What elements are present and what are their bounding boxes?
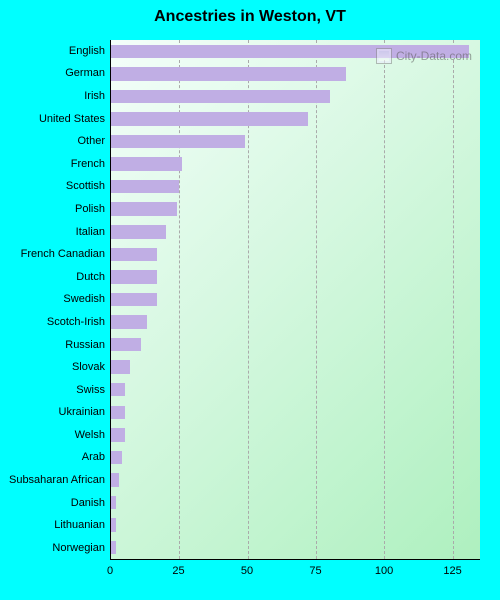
watermark-text: City-Data.com: [396, 49, 472, 63]
bar: [111, 496, 116, 510]
bar-row: [111, 198, 480, 221]
bar-row: [111, 243, 480, 266]
bar-row: [111, 536, 480, 559]
bar: [111, 473, 119, 487]
bar-row: [111, 221, 480, 244]
y-axis-label: Scotch-Irish: [0, 317, 105, 328]
bar-row: [111, 469, 480, 492]
bar-row: [111, 356, 480, 379]
y-axis-label: Other: [0, 136, 105, 147]
y-axis-label: Danish: [0, 498, 105, 509]
y-axis-label: Irish: [0, 91, 105, 102]
bar: [111, 90, 330, 104]
bars-group: [111, 40, 480, 559]
y-axis-label: German: [0, 68, 105, 79]
bar: [111, 180, 179, 194]
x-axis-tick-label: 25: [172, 565, 184, 577]
bar-row: [111, 424, 480, 447]
bar: [111, 406, 125, 420]
y-axis-label: Swedish: [0, 294, 105, 305]
bar: [111, 157, 182, 171]
watermark: City-Data.com: [376, 48, 472, 64]
y-axis-label: Dutch: [0, 272, 105, 283]
bar-row: [111, 378, 480, 401]
bar-row: [111, 130, 480, 153]
y-axis-label: Subsaharan African: [0, 475, 105, 486]
bar: [111, 293, 157, 307]
bar-row: [111, 514, 480, 537]
bar-row: [111, 175, 480, 198]
bar-row: [111, 108, 480, 131]
bar-row: [111, 288, 480, 311]
bar-row: [111, 63, 480, 86]
bar: [111, 248, 157, 262]
y-axis-label: Slovak: [0, 362, 105, 373]
y-axis-label: Norwegian: [0, 543, 105, 554]
y-axis-label: Swiss: [0, 385, 105, 396]
bar-row: [111, 401, 480, 424]
x-axis-tick-label: 50: [241, 565, 253, 577]
bar-row: [111, 491, 480, 514]
y-axis-label: Ukrainian: [0, 407, 105, 418]
bar: [111, 541, 116, 555]
bar: [111, 202, 177, 216]
y-axis-label: English: [0, 46, 105, 57]
bar: [111, 270, 157, 284]
y-axis-label: United States: [0, 114, 105, 125]
bar: [111, 451, 122, 465]
bar-row: [111, 266, 480, 289]
x-axis-tick-label: 125: [443, 565, 461, 577]
y-axis-label: French: [0, 159, 105, 170]
bar: [111, 338, 141, 352]
bar: [111, 315, 147, 329]
chart-container: Ancestries in Weston, VT English German Iri…: [0, 0, 500, 600]
bar-row: [111, 85, 480, 108]
bar-row: [111, 446, 480, 469]
y-axis-label: Welsh: [0, 430, 105, 441]
y-axis-label: French Canadian: [0, 249, 105, 260]
x-axis-tick-label: 100: [375, 565, 393, 577]
bar: [111, 67, 346, 81]
y-axis-label: Italian: [0, 227, 105, 238]
plot-area: [110, 40, 480, 560]
bar: [111, 518, 116, 532]
bar: [111, 225, 166, 239]
chart-title: Ancestries in Weston, VT: [0, 8, 500, 32]
watermark-logo-icon: [376, 48, 392, 64]
y-axis-label: Scottish: [0, 181, 105, 192]
bar: [111, 135, 245, 149]
bar: [111, 360, 130, 374]
y-axis-labels: English German Irish United States Other Fren…: [0, 40, 105, 560]
x-axis-labels: 0 25 50 75 100 125: [110, 565, 480, 585]
x-axis-tick-label: 75: [309, 565, 321, 577]
bar: [111, 112, 308, 126]
y-axis-label: Polish: [0, 204, 105, 215]
bar-row: [111, 311, 480, 334]
x-axis-tick-label: 0: [107, 565, 113, 577]
bar-row: [111, 333, 480, 356]
y-axis-label: Arab: [0, 452, 105, 463]
bar: [111, 428, 125, 442]
y-axis-label: Lithuanian: [0, 520, 105, 531]
y-axis-label: Russian: [0, 340, 105, 351]
bar: [111, 383, 125, 397]
bar-row: [111, 153, 480, 176]
